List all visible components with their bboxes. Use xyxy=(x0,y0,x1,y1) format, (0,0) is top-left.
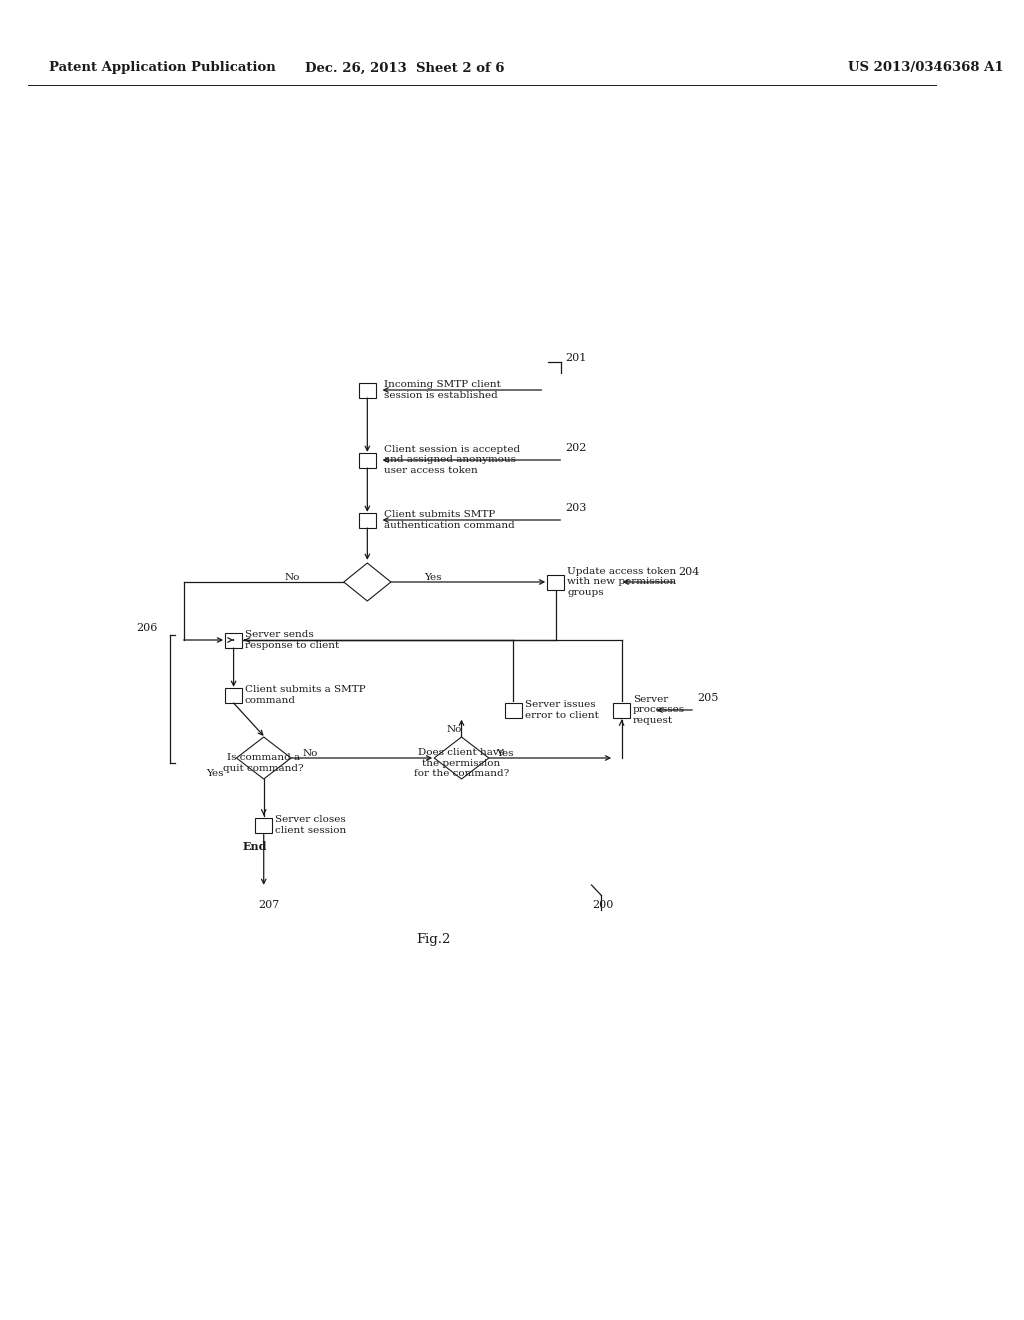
Text: No: No xyxy=(446,726,462,734)
FancyBboxPatch shape xyxy=(547,574,564,590)
Text: 206: 206 xyxy=(136,623,158,634)
Text: Update access token
with new permission
groups: Update access token with new permission … xyxy=(567,568,676,597)
Text: Server closes
client session: Server closes client session xyxy=(275,816,346,834)
FancyBboxPatch shape xyxy=(358,383,376,397)
Text: Patent Application Publication: Patent Application Publication xyxy=(49,62,275,74)
Text: Client submits SMTP
authentication command: Client submits SMTP authentication comma… xyxy=(384,511,515,529)
Polygon shape xyxy=(434,737,488,779)
Text: Dec. 26, 2013  Sheet 2 of 6: Dec. 26, 2013 Sheet 2 of 6 xyxy=(305,62,505,74)
Text: US 2013/0346368 A1: US 2013/0346368 A1 xyxy=(848,62,1004,74)
Text: 207: 207 xyxy=(258,900,280,909)
Text: Yes: Yes xyxy=(497,748,514,758)
FancyBboxPatch shape xyxy=(255,817,272,833)
Text: Does client have
the permission
for the command?: Does client have the permission for the … xyxy=(414,748,509,777)
Text: 204: 204 xyxy=(678,568,699,577)
Text: Incoming SMTP client
session is established: Incoming SMTP client session is establis… xyxy=(384,380,501,400)
Text: Server sends
response to client: Server sends response to client xyxy=(245,630,339,649)
Text: End: End xyxy=(242,842,266,853)
Text: No: No xyxy=(302,748,317,758)
FancyBboxPatch shape xyxy=(358,512,376,528)
Text: Client session is accepted
and assigned anonymous
user access token: Client session is accepted and assigned … xyxy=(384,445,520,475)
Text: Is command a
quit command?: Is command a quit command? xyxy=(223,754,304,772)
FancyBboxPatch shape xyxy=(613,702,630,718)
Polygon shape xyxy=(237,737,291,779)
Text: 202: 202 xyxy=(565,444,587,453)
Text: 205: 205 xyxy=(697,693,719,704)
FancyBboxPatch shape xyxy=(505,702,522,718)
Text: Yes: Yes xyxy=(424,573,441,582)
Text: Server issues
error to client: Server issues error to client xyxy=(524,701,598,719)
FancyBboxPatch shape xyxy=(225,688,242,702)
FancyBboxPatch shape xyxy=(358,453,376,467)
Text: Client submits a SMTP
command: Client submits a SMTP command xyxy=(245,685,366,705)
Text: 201: 201 xyxy=(565,352,587,363)
Text: 203: 203 xyxy=(565,503,587,513)
Text: Server
processes
request: Server processes request xyxy=(633,696,685,725)
Text: Yes: Yes xyxy=(206,770,223,779)
Polygon shape xyxy=(344,564,391,601)
Text: Fig.2: Fig.2 xyxy=(416,933,451,946)
Text: 200: 200 xyxy=(592,900,613,909)
FancyBboxPatch shape xyxy=(225,632,242,648)
Text: No: No xyxy=(285,573,300,582)
